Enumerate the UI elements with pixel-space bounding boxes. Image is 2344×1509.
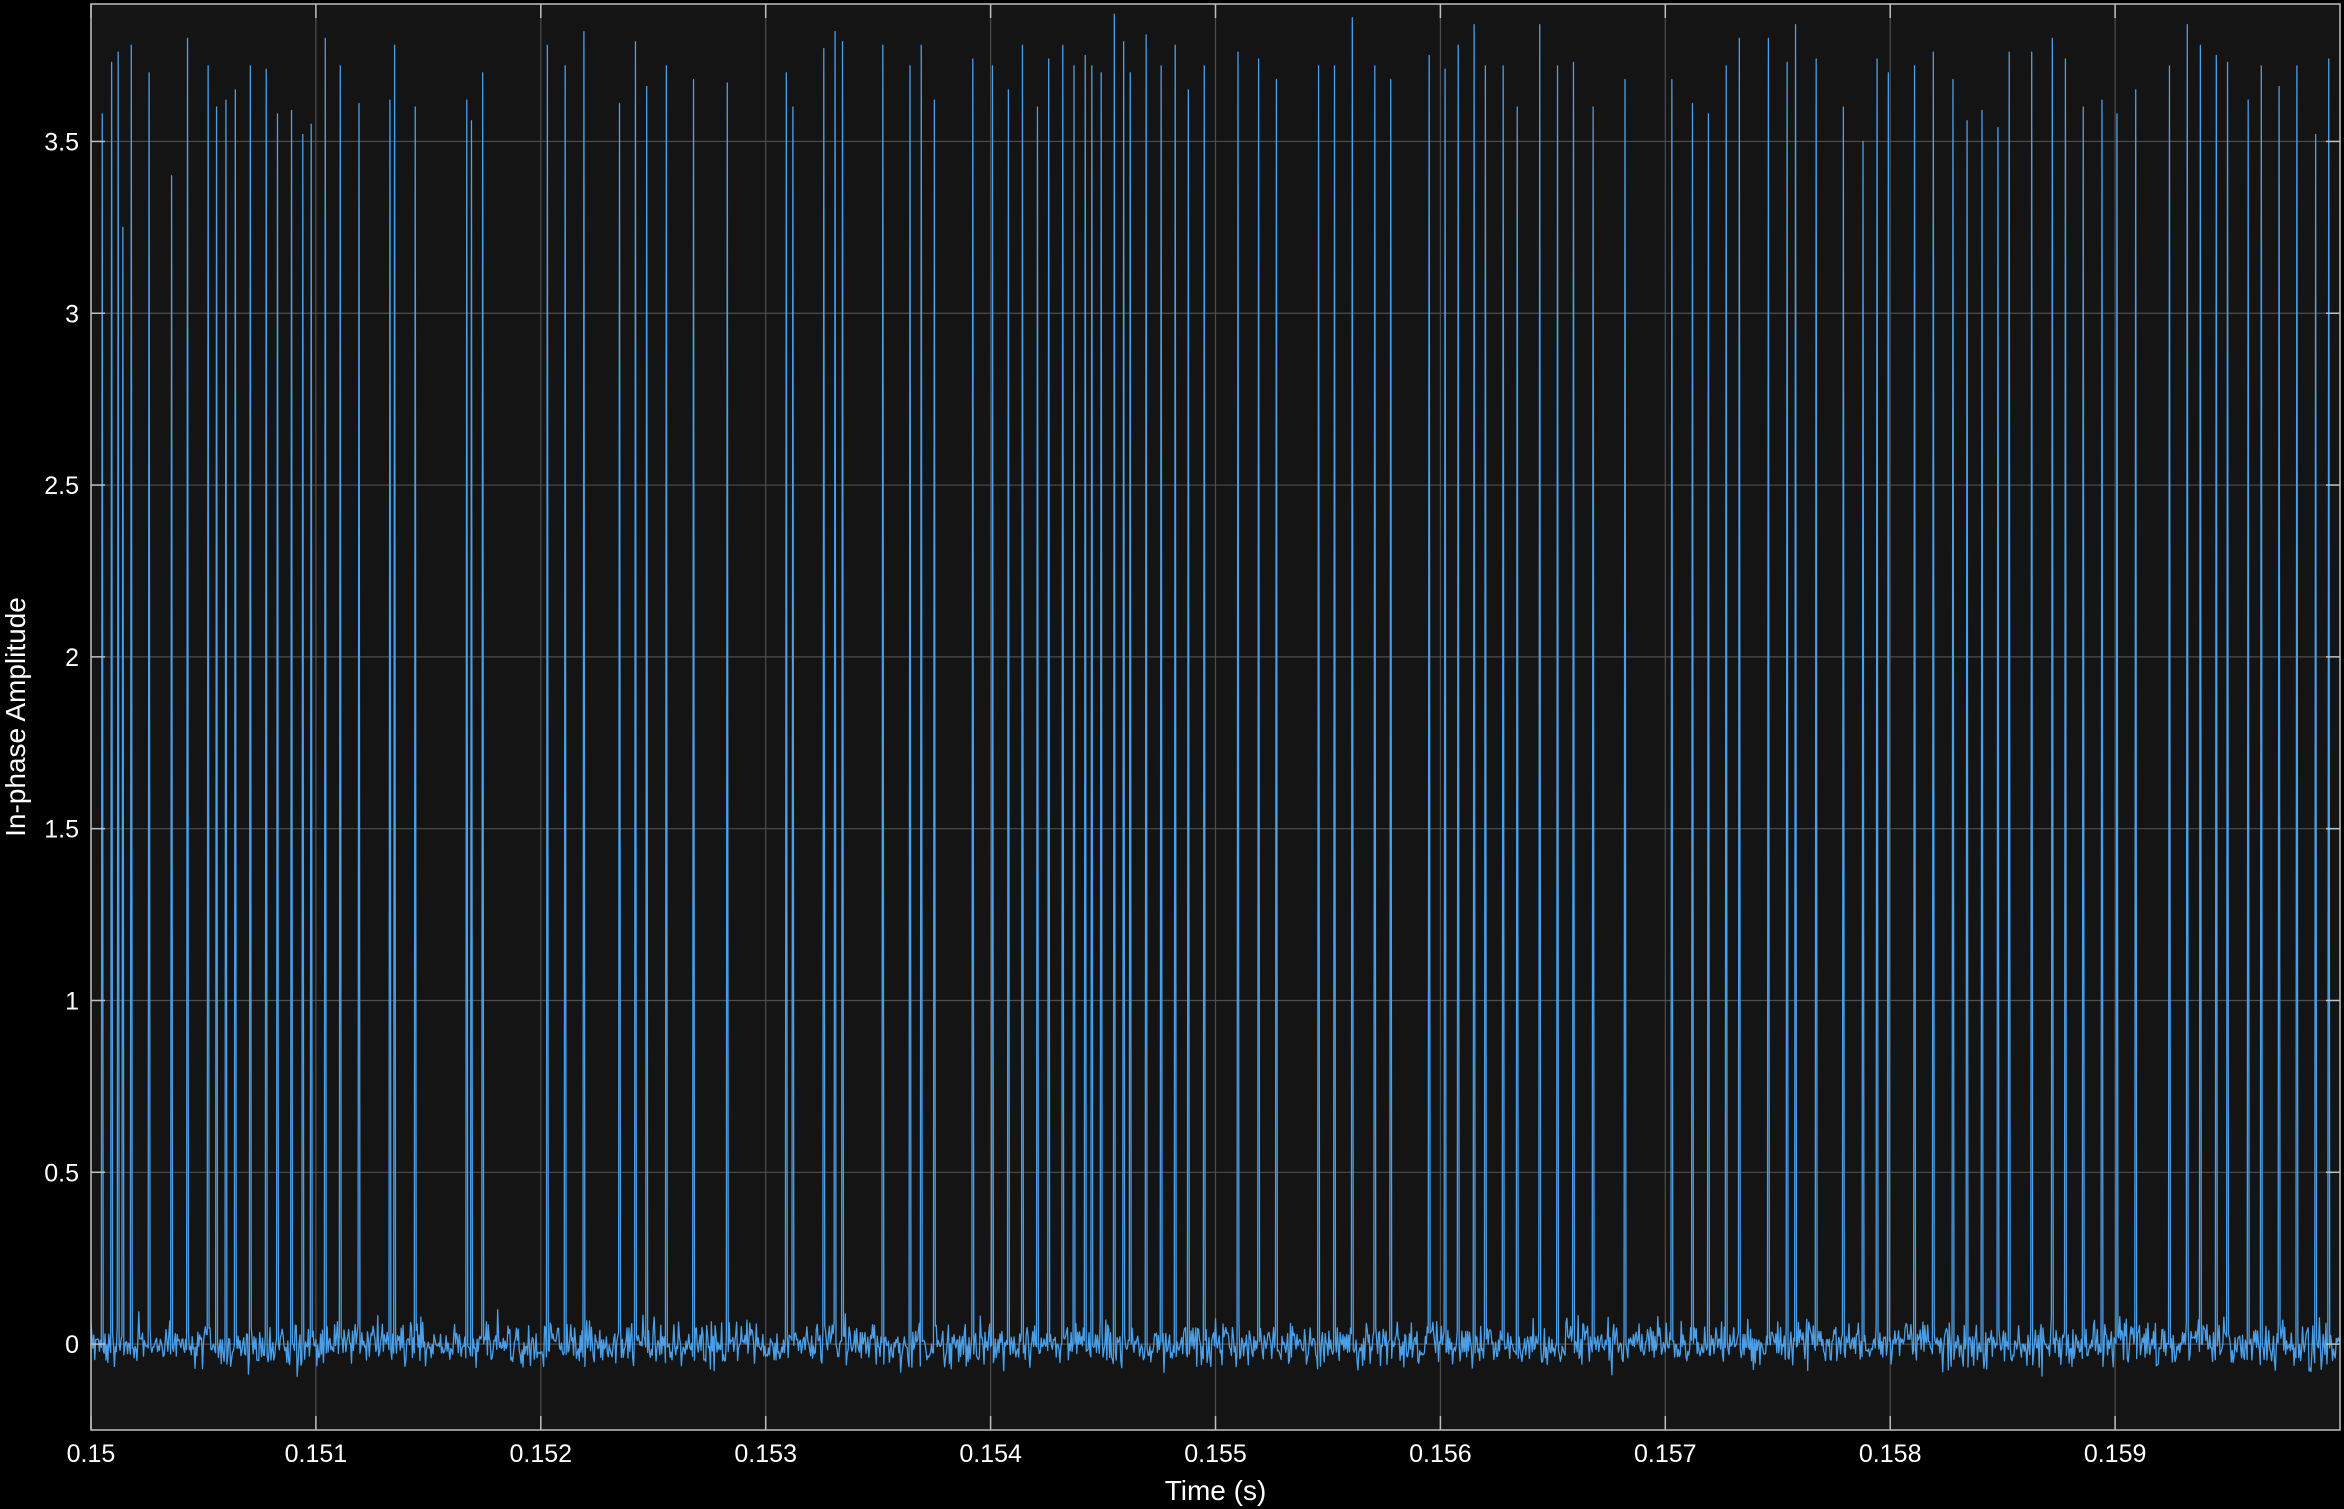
y-tick-label-4: 2 [65,644,79,672]
y-axis-title: In-phase Amplitude [0,597,31,837]
x-tick-label-9: 0.159 [2084,1440,2147,1468]
y-tick-label-0: 0 [65,1331,79,1359]
x-axis-title: Time (s) [1165,1475,1267,1506]
x-tick-label-4: 0.154 [959,1440,1022,1468]
signal-line [90,13,2341,1378]
x-tick-label-7: 0.157 [1634,1440,1697,1468]
data-layer [90,13,2341,1378]
y-tick-label-3: 1.5 [44,816,79,844]
y-tick-label-6: 3 [65,300,79,328]
y-tick-label-5: 2.5 [44,472,79,500]
y-tick-labels: 0 0.5 1 1.5 2 2.5 3 3.5 [44,128,79,1359]
x-tick-label-8: 0.158 [1859,1440,1922,1468]
x-tick-label-5: 0.155 [1184,1440,1247,1468]
x-tick-label-2: 0.152 [510,1440,573,1468]
y-tick-label-2: 1 [65,987,79,1015]
y-tick-label-7: 3.5 [44,128,79,156]
x-tick-label-3: 0.153 [734,1440,797,1468]
tick-marks [90,4,2340,1430]
y-tick-label-1: 0.5 [44,1159,79,1187]
x-tick-labels: 0.15 0.151 0.152 0.153 0.154 0.155 0.156 0.157 0… [67,1440,2147,1468]
x-tick-label-0: 0.15 [67,1440,116,1468]
x-tick-label-6: 0.156 [1409,1440,1472,1468]
x-tick-label-1: 0.151 [285,1440,348,1468]
